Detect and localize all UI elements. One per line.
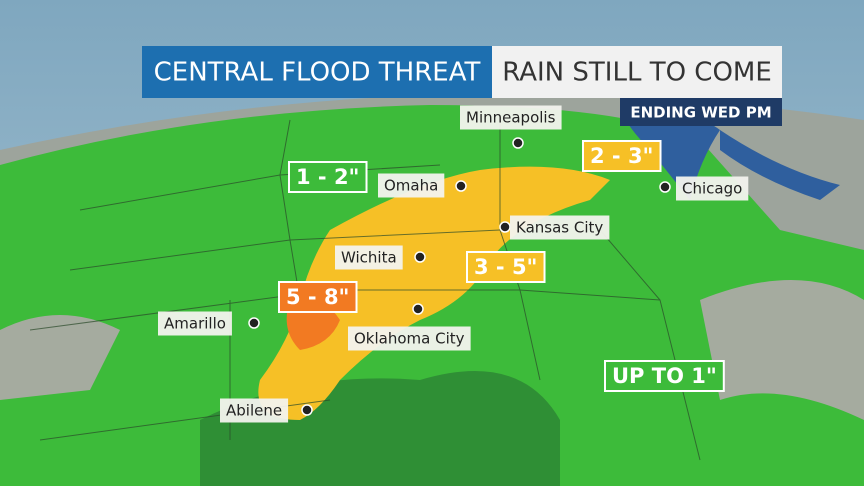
city-box — [510, 215, 610, 240]
city-box — [676, 176, 749, 201]
city-dot — [659, 181, 671, 193]
city-label: Minneapolis — [466, 109, 556, 127]
dry-area — [0, 315, 120, 400]
subtitle-bar — [492, 46, 782, 98]
city-label: Chicago — [682, 180, 742, 198]
city-box — [460, 105, 562, 130]
rain-label: 3 - 5" — [474, 255, 538, 279]
rain-box — [604, 360, 725, 392]
rain-label: UP TO 1" — [612, 364, 717, 388]
badge-bar — [620, 98, 782, 126]
city-box — [335, 245, 403, 270]
rain-box — [466, 251, 546, 283]
rain-label: 5 - 8" — [286, 285, 350, 309]
city-dot — [455, 180, 467, 192]
city-dot — [414, 251, 426, 263]
city-label: Oklahoma City — [354, 330, 465, 348]
city-label: Kansas City — [516, 219, 603, 237]
great-lakes — [620, 107, 840, 200]
city-box — [348, 326, 471, 351]
rain-box — [288, 161, 368, 193]
rain-label: 1 - 2" — [296, 165, 360, 189]
city-box — [220, 398, 289, 423]
city-label: Wichita — [341, 249, 397, 267]
rain-label: 2 - 3" — [590, 144, 654, 168]
city-dot — [301, 404, 313, 416]
title-bar — [142, 46, 492, 98]
rain-box — [278, 281, 358, 313]
title: CENTRAL FLOOD THREAT — [154, 58, 481, 88]
badge: ENDING WED PM — [630, 104, 771, 122]
city-dot — [512, 137, 524, 149]
city-box — [158, 311, 232, 336]
subtitle: RAIN STILL TO COME — [502, 58, 772, 88]
city-box — [378, 173, 445, 198]
city-label: Amarillo — [164, 315, 226, 333]
rain-box — [582, 140, 662, 172]
city-dot — [248, 317, 260, 329]
dry-area — [700, 280, 864, 420]
city-dot — [412, 303, 424, 315]
city-label: Omaha — [384, 177, 438, 195]
city-label: Abilene — [226, 402, 282, 420]
city-dot — [499, 221, 511, 233]
